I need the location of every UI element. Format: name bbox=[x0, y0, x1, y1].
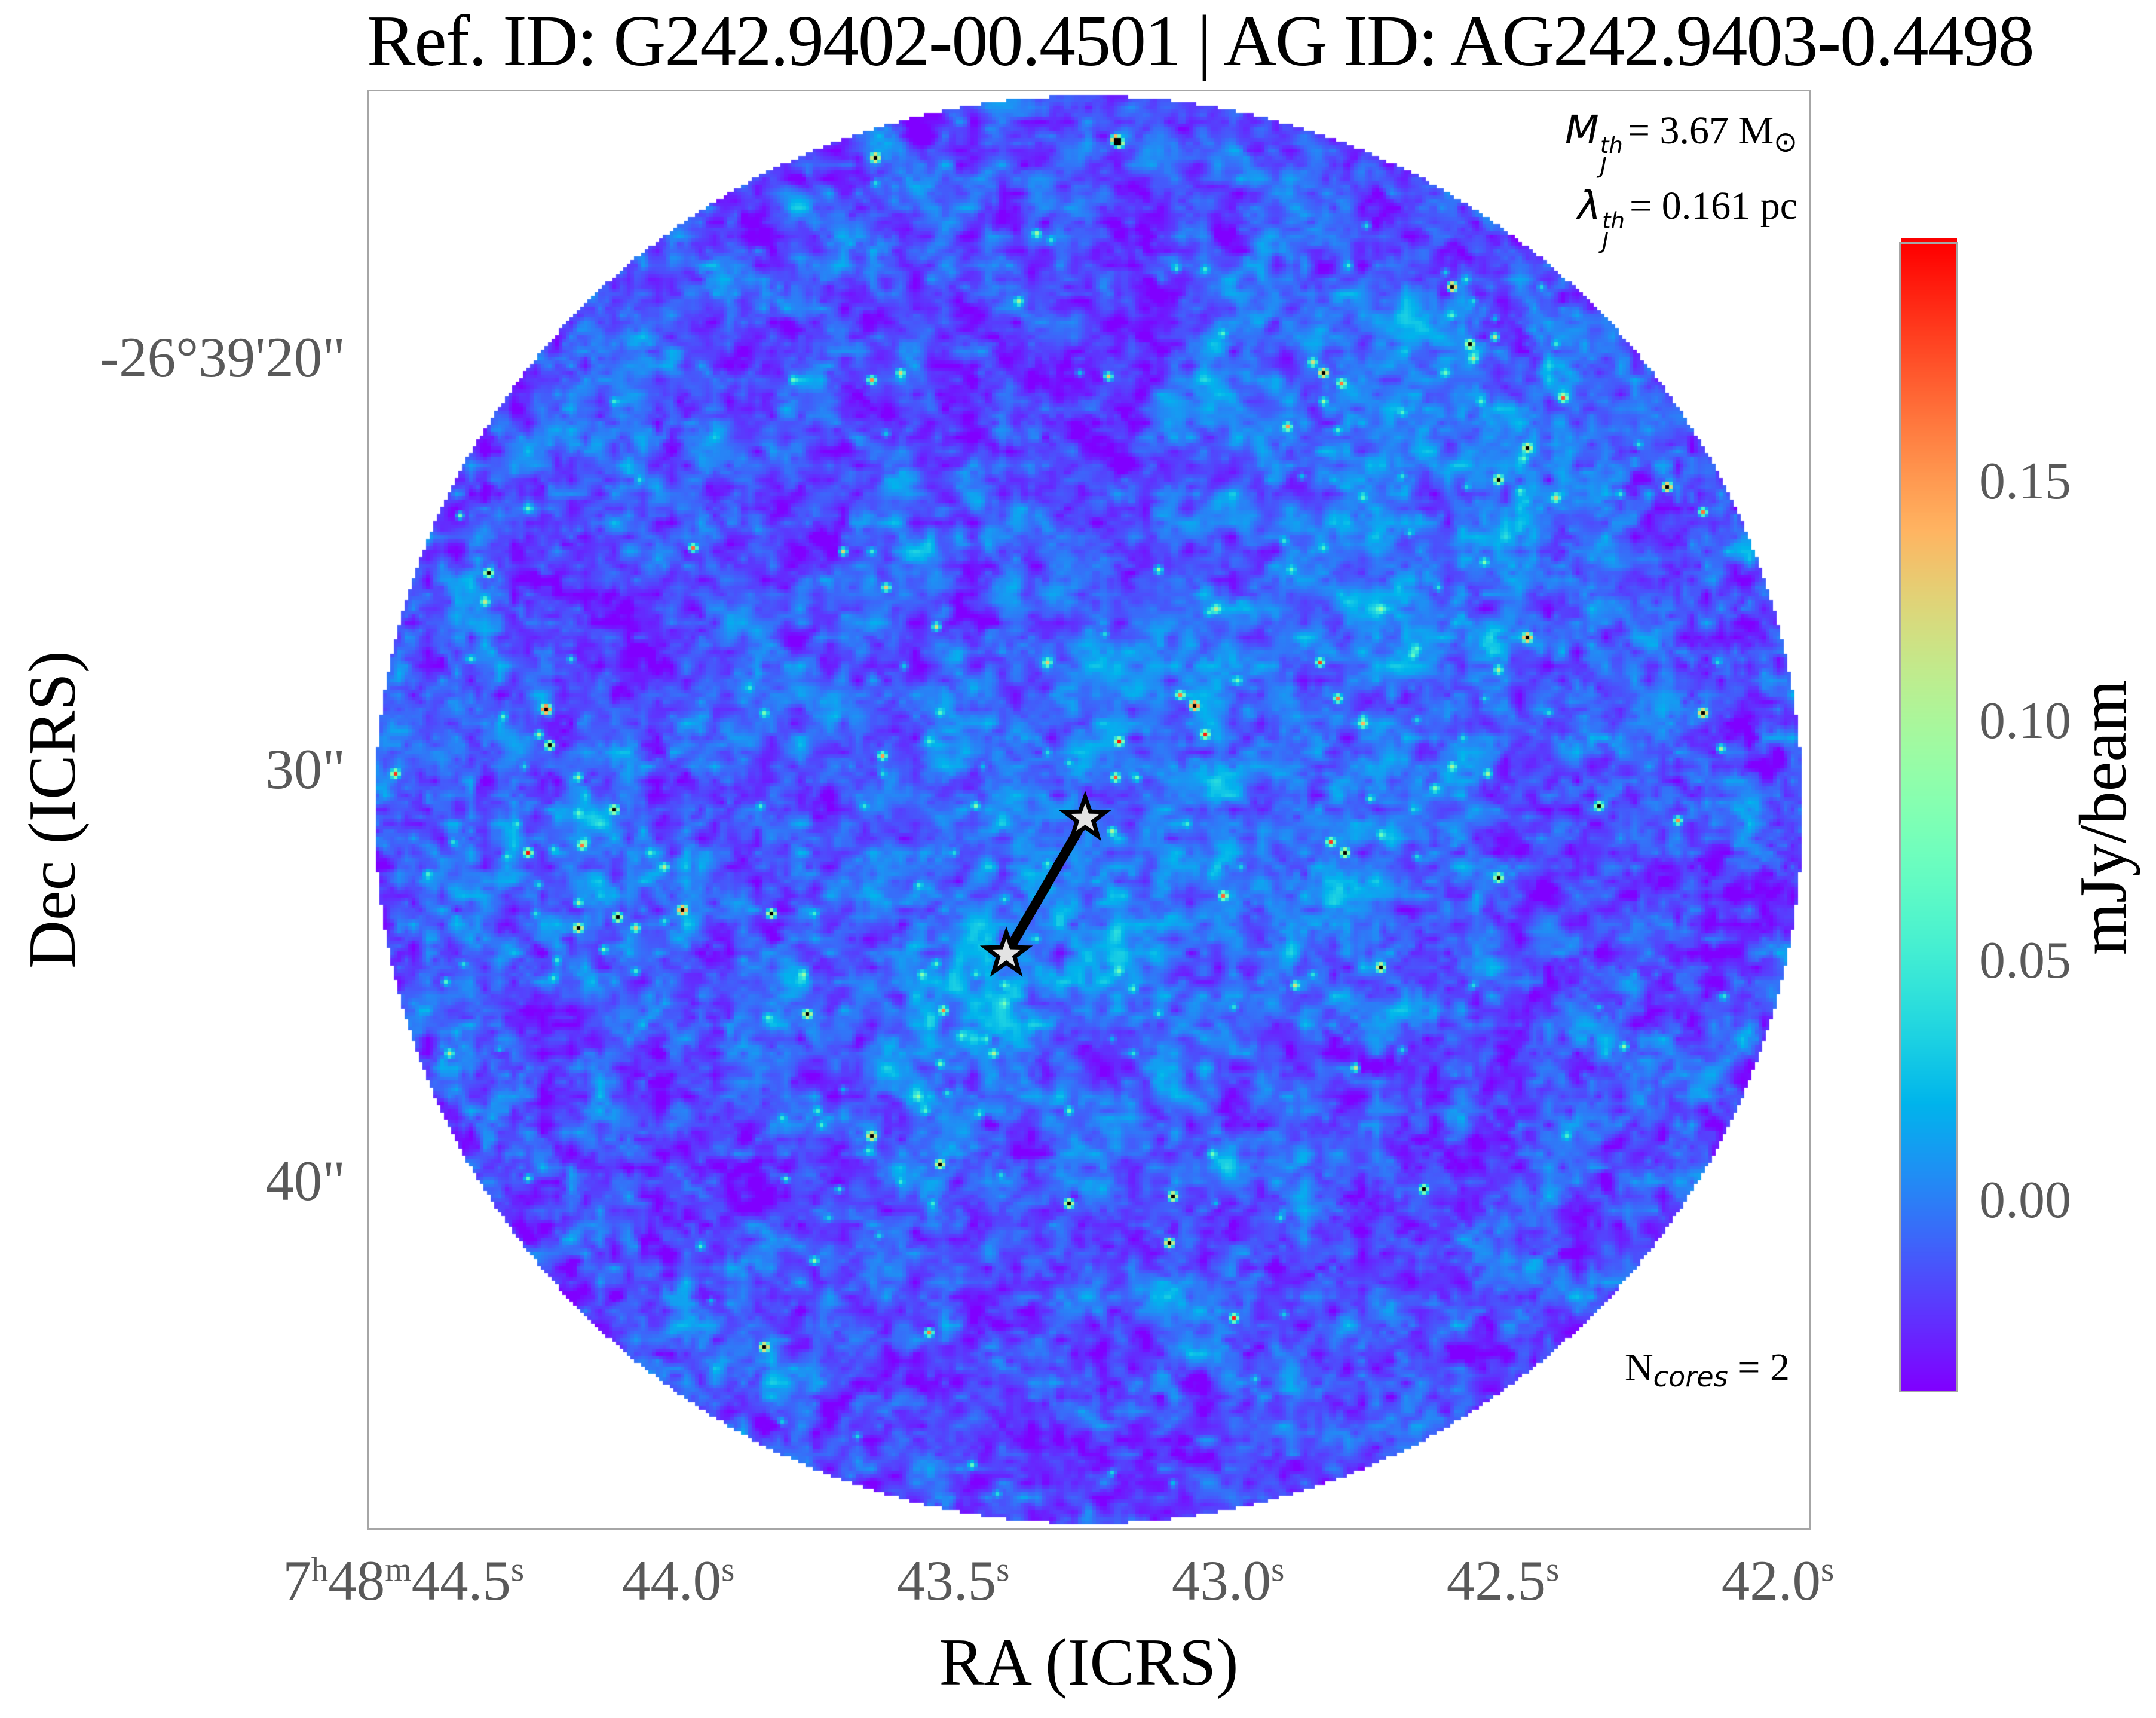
dec-tick-label: 30" bbox=[265, 737, 345, 801]
ra-tick-number: 44.5 bbox=[411, 1549, 511, 1612]
colorbar-gradient-canvas bbox=[1901, 244, 1956, 1391]
jeans-length-supsub: th J bbox=[1602, 208, 1625, 254]
x-axis-label: RA (ICRS) bbox=[939, 1625, 1239, 1699]
figure-title: Ref. ID: G242.9402-00.4501 | AG ID: AG24… bbox=[367, 1, 2035, 81]
ra-tick-number: 7 bbox=[283, 1549, 311, 1612]
colorbar-label: mJy/beam bbox=[2066, 679, 2140, 956]
core-connector-line bbox=[1002, 816, 1089, 957]
colorbar-tick-label: 0.00 bbox=[1979, 1171, 2071, 1230]
jeans-length-symbol: λ bbox=[1578, 182, 1601, 229]
ra-tick-label: 44.0s bbox=[622, 1552, 734, 1609]
jeans-length-sub: J bbox=[1602, 228, 1609, 254]
ra-tick-label: 43.0s bbox=[1172, 1552, 1284, 1609]
ra-tick-number: 43.0 bbox=[1171, 1549, 1272, 1612]
ncores-sub: cores bbox=[1653, 1361, 1728, 1394]
ra-tick-unit-sup: s bbox=[510, 1551, 524, 1589]
colorbar-tick-label: 0.05 bbox=[1979, 932, 2071, 990]
ra-tick-unit-sup: h bbox=[311, 1551, 329, 1589]
colorbar-tick-label: 0.15 bbox=[1979, 452, 2071, 510]
ra-tick-unit-sup: m bbox=[385, 1551, 412, 1589]
ncores-annotation: Ncores = 2 bbox=[1625, 1348, 1790, 1391]
colorbar-tick-label: 0.10 bbox=[1979, 692, 2071, 751]
jeans-length-sup: th bbox=[1602, 208, 1625, 234]
ra-tick-number: 44.0 bbox=[621, 1549, 722, 1612]
jeans-mass-sub: J bbox=[1600, 152, 1607, 179]
y-axis-label: Dec (ICRS) bbox=[16, 651, 90, 969]
ra-tick-label: 42.0s bbox=[1722, 1552, 1834, 1609]
ra-tick-unit-sup: s bbox=[996, 1551, 1010, 1589]
dec-tick-label: -26°39'20" bbox=[100, 326, 345, 390]
jeans-mass-supsub: th J bbox=[1600, 132, 1623, 179]
ra-tick-unit-sup: s bbox=[1820, 1551, 1835, 1589]
jeans-mass-sup: th bbox=[1600, 132, 1623, 158]
ncores-value: = 2 bbox=[1728, 1346, 1790, 1389]
ra-tick-label: 43.5s bbox=[897, 1552, 1009, 1609]
plot-frame bbox=[367, 90, 1811, 1530]
jeans-mass-value: = 3.67 M bbox=[1627, 109, 1774, 152]
ra-tick-label: 7h48m44.5s bbox=[283, 1552, 524, 1609]
core-marker-1-star-icon bbox=[1058, 791, 1112, 841]
dec-tick-label: 40" bbox=[265, 1149, 345, 1213]
core-marker-2-star-icon bbox=[979, 926, 1033, 977]
ra-tick-unit-sup: s bbox=[1545, 1551, 1560, 1589]
ra-tick-label: 42.5s bbox=[1447, 1552, 1559, 1609]
colorbar-over-cap bbox=[1901, 238, 1957, 243]
solar-mass-symbol: ⊙ bbox=[1774, 127, 1797, 158]
ra-tick-number: 48 bbox=[328, 1549, 385, 1612]
ra-tick-number: 42.0 bbox=[1721, 1549, 1821, 1612]
jeans-mass-symbol: M bbox=[1564, 107, 1599, 153]
colorbar bbox=[1899, 242, 1958, 1392]
ra-tick-number: 42.5 bbox=[1446, 1549, 1546, 1612]
jeans-length-line: λ th J = 0.161 pc bbox=[1565, 176, 1797, 254]
jeans-length-value: = 0.161 pc bbox=[1629, 184, 1797, 228]
core-markers-overlay bbox=[979, 791, 1112, 977]
ra-tick-unit-sup: s bbox=[1271, 1551, 1285, 1589]
ra-tick-unit-sup: s bbox=[721, 1551, 735, 1589]
ncores-symbol: N bbox=[1624, 1346, 1653, 1389]
ra-tick-number: 43.5 bbox=[896, 1549, 997, 1612]
